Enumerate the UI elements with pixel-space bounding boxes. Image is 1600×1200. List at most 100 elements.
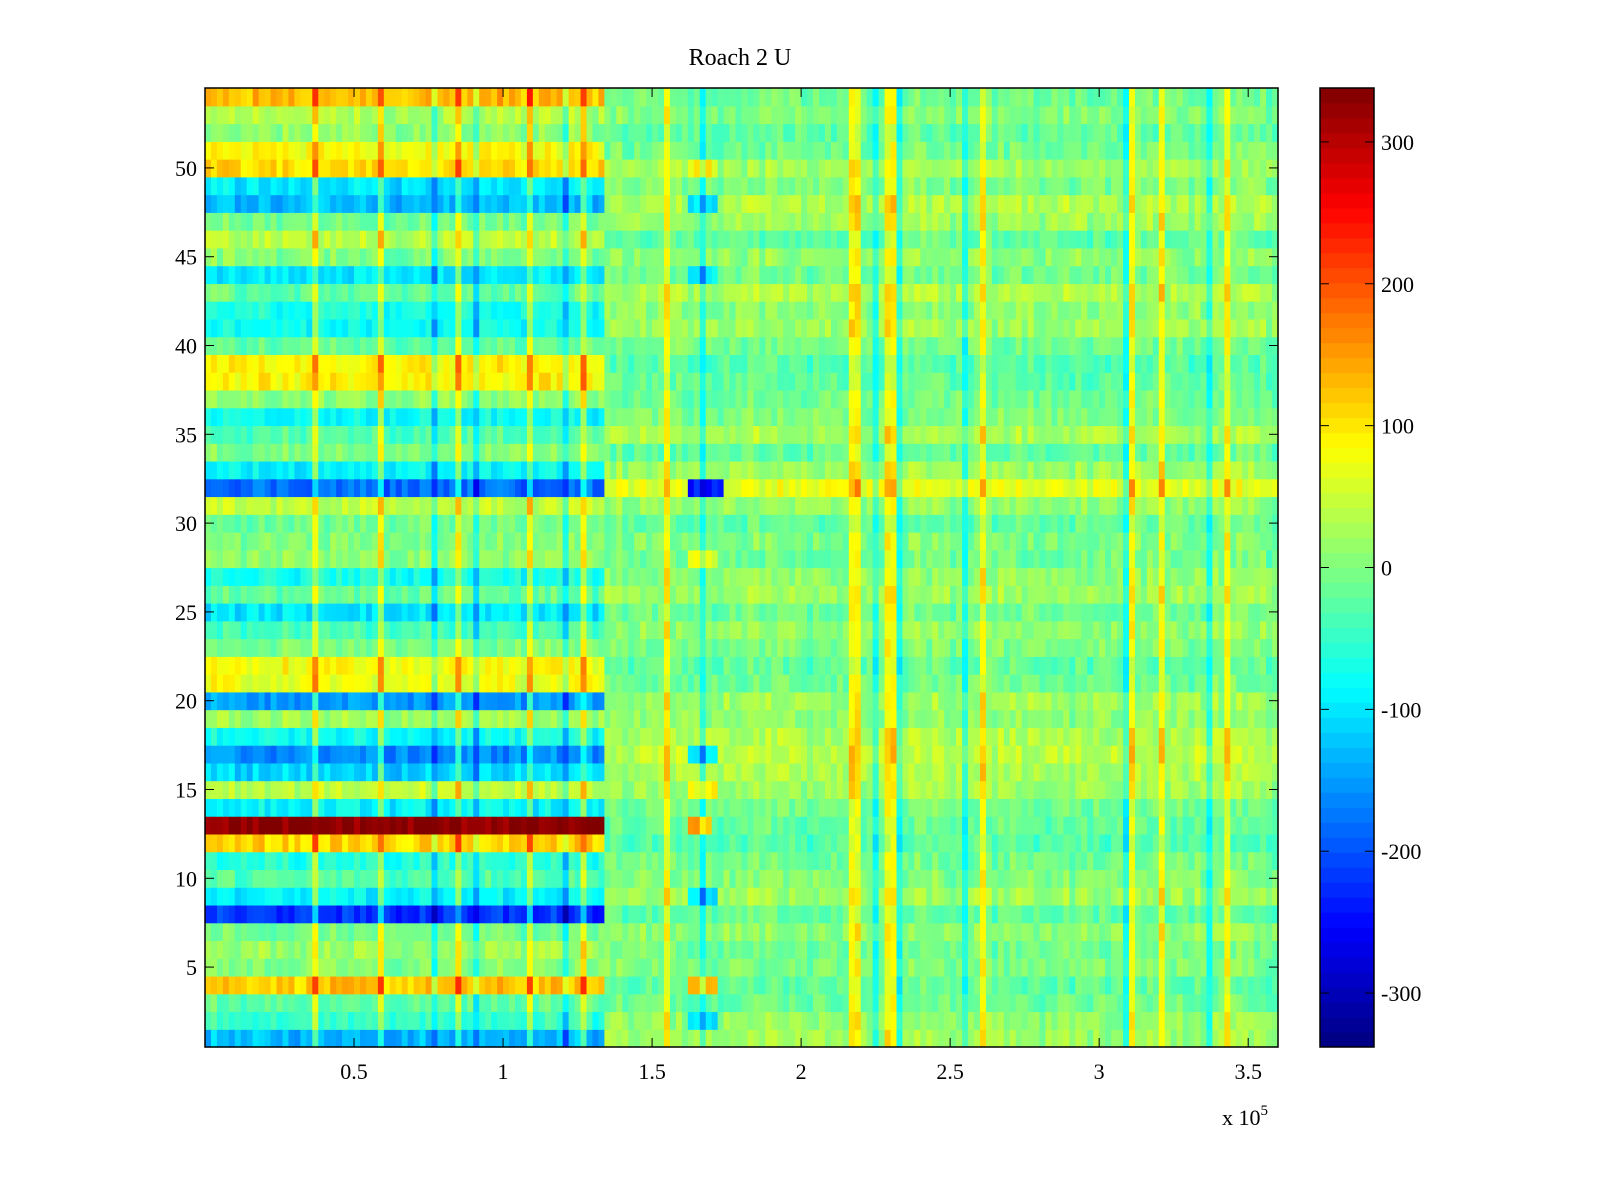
heatmap-cell bbox=[753, 638, 760, 657]
heatmap-cell bbox=[801, 656, 808, 675]
heatmap-cell bbox=[1111, 709, 1118, 728]
heatmap-cell bbox=[1033, 922, 1041, 942]
heatmap-cell bbox=[437, 709, 445, 728]
heatmap-cell bbox=[842, 816, 850, 835]
heatmap-cell bbox=[771, 1011, 778, 1030]
heatmap-cell bbox=[1069, 975, 1076, 995]
heatmap-cell bbox=[1015, 833, 1023, 853]
heatmap-cell bbox=[1236, 585, 1243, 604]
heatmap-cell bbox=[932, 585, 939, 604]
heatmap-cell bbox=[1182, 887, 1190, 906]
heatmap-cell bbox=[956, 904, 963, 924]
heatmap-cell bbox=[497, 549, 504, 569]
heatmap-cell bbox=[789, 1029, 796, 1048]
heatmap-cell bbox=[646, 745, 653, 764]
heatmap-cell bbox=[1009, 603, 1017, 622]
heatmap-cell bbox=[944, 620, 951, 640]
heatmap-cell bbox=[592, 762, 600, 782]
heatmap-cell bbox=[1188, 780, 1196, 799]
heatmap-cell bbox=[950, 887, 957, 906]
heatmap-cell bbox=[342, 887, 349, 906]
heatmap-cell bbox=[342, 691, 349, 711]
heatmap-cell bbox=[1039, 638, 1047, 657]
heatmap-cell bbox=[735, 869, 743, 888]
heatmap-cell bbox=[473, 691, 480, 711]
heatmap-cell bbox=[759, 745, 766, 764]
heatmap-cell bbox=[1123, 958, 1130, 977]
heatmap-cell bbox=[503, 674, 510, 693]
heatmap-cell bbox=[336, 709, 343, 728]
heatmap-cell bbox=[634, 691, 641, 711]
heatmap-cell bbox=[276, 851, 284, 871]
heatmap-cell bbox=[968, 549, 975, 569]
heatmap-cell bbox=[890, 1011, 898, 1030]
heatmap-cell bbox=[693, 549, 701, 569]
heatmap-cell bbox=[741, 922, 749, 942]
heatmap-cell bbox=[330, 887, 337, 906]
heatmap-cell bbox=[330, 904, 337, 924]
heatmap-cell bbox=[210, 620, 218, 640]
heatmap-cell bbox=[920, 798, 927, 817]
heatmap-cell bbox=[1117, 869, 1124, 888]
heatmap-cell bbox=[807, 691, 814, 711]
heatmap-cell bbox=[425, 975, 433, 995]
heatmap-cell bbox=[497, 816, 504, 835]
heatmap-cell bbox=[300, 762, 307, 782]
heatmap-cell bbox=[1057, 922, 1064, 942]
heatmap-cell bbox=[312, 620, 319, 640]
heatmap-cell bbox=[723, 549, 731, 569]
heatmap-cell bbox=[306, 940, 313, 959]
heatmap-cell bbox=[962, 958, 969, 977]
heatmap-cell bbox=[854, 1029, 862, 1048]
heatmap-cell bbox=[449, 869, 456, 888]
heatmap-cell bbox=[1194, 709, 1202, 728]
heatmap-cell bbox=[306, 798, 313, 817]
heatmap-cell bbox=[1051, 1011, 1059, 1030]
heatmap-cell bbox=[443, 780, 451, 799]
heatmap-cell bbox=[383, 922, 391, 942]
heatmap-cell bbox=[1230, 1011, 1237, 1030]
heatmap-cell bbox=[968, 904, 975, 924]
heatmap-cell bbox=[884, 745, 892, 764]
heatmap-cell bbox=[622, 798, 629, 817]
heatmap-cell bbox=[741, 656, 749, 675]
heatmap-cell bbox=[1146, 1029, 1154, 1048]
heatmap-cell bbox=[336, 958, 343, 977]
heatmap-cell bbox=[669, 869, 677, 888]
heatmap-cell bbox=[514, 922, 522, 942]
heatmap-cell bbox=[282, 727, 290, 746]
heatmap-cell bbox=[556, 1011, 564, 1030]
heatmap-cell bbox=[771, 851, 778, 871]
heatmap-cell bbox=[324, 727, 331, 746]
heatmap-cell bbox=[538, 674, 546, 693]
heatmap-cell bbox=[962, 745, 969, 764]
heatmap-cell bbox=[1146, 762, 1154, 782]
heatmap-cell bbox=[318, 904, 325, 924]
heatmap-cell bbox=[664, 833, 671, 853]
heatmap-cell bbox=[664, 975, 671, 995]
heatmap-cell bbox=[711, 620, 719, 640]
heatmap-cell bbox=[270, 762, 278, 782]
heatmap-cell bbox=[1069, 585, 1076, 604]
heatmap-cell bbox=[228, 727, 236, 746]
heatmap-cell bbox=[1272, 567, 1279, 586]
heatmap-cell bbox=[556, 603, 564, 622]
heatmap-cell bbox=[1093, 816, 1100, 835]
heatmap-cell bbox=[580, 904, 588, 924]
heatmap-cell bbox=[1230, 958, 1237, 977]
heatmap-cell bbox=[938, 816, 945, 835]
heatmap-cell bbox=[1021, 851, 1029, 871]
heatmap-cell bbox=[741, 833, 749, 853]
heatmap-cell bbox=[437, 887, 445, 906]
heatmap-cell bbox=[407, 904, 415, 924]
heatmap-cell bbox=[1170, 922, 1178, 942]
heatmap-cell bbox=[258, 567, 266, 586]
heatmap-cell bbox=[562, 709, 570, 728]
heatmap-cell bbox=[586, 869, 594, 888]
heatmap-cell bbox=[866, 585, 874, 604]
heatmap-cell bbox=[1194, 958, 1202, 977]
heatmap-cell bbox=[288, 620, 296, 640]
heatmap-cell bbox=[383, 816, 391, 835]
heatmap-cell bbox=[1170, 851, 1178, 871]
heatmap-cell bbox=[616, 869, 623, 888]
